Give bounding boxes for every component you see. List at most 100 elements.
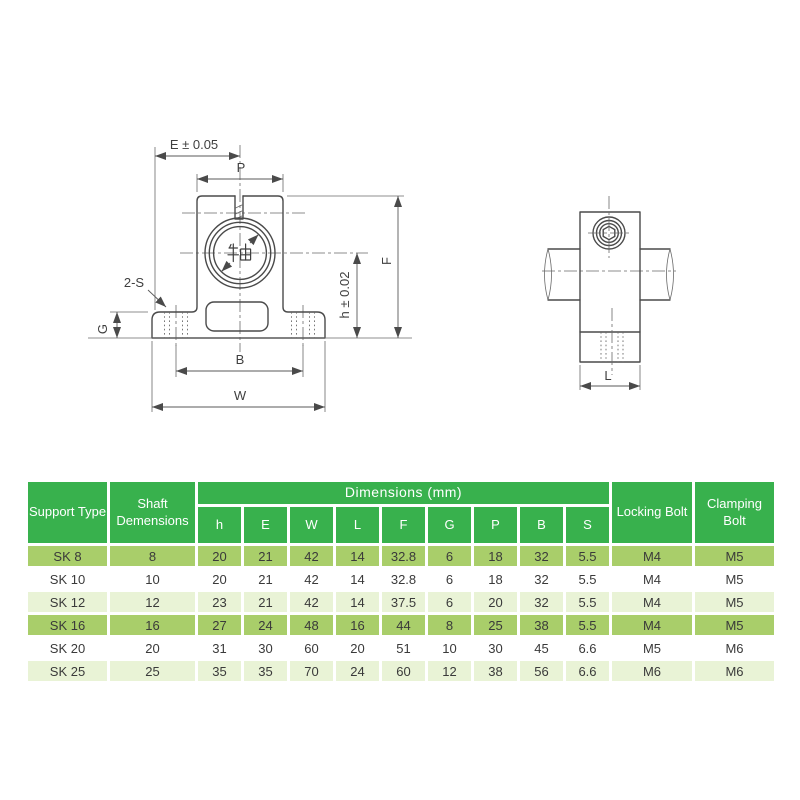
cell-L: 20 (336, 638, 379, 658)
cell-S: 5.5 (566, 546, 609, 566)
cell-clamping: M6 (695, 661, 774, 681)
cell-L: 16 (336, 615, 379, 635)
cell-h: 35 (198, 661, 241, 681)
bore-ring-circle (208, 221, 272, 285)
cell-clamping: M5 (695, 592, 774, 612)
cell-G: 12 (428, 661, 471, 681)
header-dim-W: W (290, 507, 333, 543)
cell-W: 42 (290, 592, 333, 612)
cell-E: 21 (244, 569, 287, 589)
dim-label-h: h ± 0.02 (337, 272, 352, 319)
cell-locking: M4 (612, 546, 692, 566)
cell-P: 25 (474, 615, 517, 635)
cell-shaft: 8 (110, 546, 195, 566)
front-view: E ± 0.05 P F h ± 0.02 G 2-S B (88, 137, 412, 412)
cell-support-type: SK 12 (28, 592, 107, 612)
cell-clamping: M6 (695, 638, 774, 658)
cell-clamping: M5 (695, 569, 774, 589)
cell-S: 5.5 (566, 615, 609, 635)
cell-L: 14 (336, 569, 379, 589)
bore-arrow-upper (247, 234, 259, 246)
cell-locking: M6 (612, 661, 692, 681)
cell-S: 5.5 (566, 569, 609, 589)
bolt-hole-left (164, 312, 188, 338)
leader-2S (147, 289, 167, 308)
header-dim-E: E (244, 507, 287, 543)
cell-support-type: SK 20 (28, 638, 107, 658)
header-dim-G: G (428, 507, 471, 543)
header-locking-bolt: Locking Bolt (612, 482, 692, 543)
cell-S: 5.5 (566, 592, 609, 612)
cell-shaft: 10 (110, 569, 195, 589)
cell-P: 18 (474, 569, 517, 589)
dim-label-F: F (379, 257, 394, 265)
cell-E: 21 (244, 592, 287, 612)
cell-F: 44 (382, 615, 425, 635)
cell-B: 38 (520, 615, 563, 635)
cell-E: 30 (244, 638, 287, 658)
header-dim-B: B (520, 507, 563, 543)
cell-F: 32.8 (382, 569, 425, 589)
cell-E: 21 (244, 546, 287, 566)
cell-h: 27 (198, 615, 241, 635)
header-dim-S: S (566, 507, 609, 543)
cell-h: 23 (198, 592, 241, 612)
cell-F: 51 (382, 638, 425, 658)
cell-L: 24 (336, 661, 379, 681)
bolt-hole-right (291, 312, 315, 338)
cell-S: 6.6 (566, 661, 609, 681)
cell-W: 60 (290, 638, 333, 658)
header-clamping-bolt: Clamping Bolt (695, 482, 774, 543)
cell-clamping: M5 (695, 546, 774, 566)
cell-G: 6 (428, 569, 471, 589)
shaft-break-left (544, 248, 552, 301)
cell-F: 37.5 (382, 592, 425, 612)
cell-B: 32 (520, 569, 563, 589)
shaft-lines (547, 248, 671, 301)
cell-clamping: M5 (695, 615, 774, 635)
clamp-slit (234, 195, 244, 220)
cell-W: 48 (290, 615, 333, 635)
cell-G: 6 (428, 592, 471, 612)
hex-socket-icon (602, 225, 616, 241)
cell-E: 24 (244, 615, 287, 635)
cell-B: 56 (520, 661, 563, 681)
dim-label-E: E ± 0.05 (170, 137, 218, 152)
header-dim-h: h (198, 507, 241, 543)
cell-locking: M4 (612, 615, 692, 635)
technical-drawing: E ± 0.05 P F h ± 0.02 G 2-S B (88, 137, 676, 412)
cell-B: 32 (520, 592, 563, 612)
cell-h: 20 (198, 546, 241, 566)
cell-shaft: 12 (110, 592, 195, 612)
cell-S: 6.6 (566, 638, 609, 658)
header-dim-L: L (336, 507, 379, 543)
cell-shaft: 25 (110, 661, 195, 681)
cell-support-type: SK 16 (28, 615, 107, 635)
dim-label-B: B (236, 352, 245, 367)
cell-G: 6 (428, 546, 471, 566)
cell-locking: M5 (612, 638, 692, 658)
cell-F: 60 (382, 661, 425, 681)
flange-slot (205, 301, 269, 332)
cell-F: 32.8 (382, 546, 425, 566)
cell-locking: M4 (612, 592, 692, 612)
cell-B: 32 (520, 546, 563, 566)
cell-support-type: SK 25 (28, 661, 107, 681)
cell-W: 42 (290, 546, 333, 566)
dim-label-P: P (237, 160, 246, 175)
cell-P: 20 (474, 592, 517, 612)
cell-P: 38 (474, 661, 517, 681)
header-dimensions-group: Dimensions (mm) (198, 482, 609, 504)
side-view: L (542, 196, 676, 390)
cell-L: 14 (336, 592, 379, 612)
label-2S: 2-S (124, 275, 145, 290)
header-dim-P: P (474, 507, 517, 543)
bore-inner-circle (212, 225, 268, 281)
side-body (579, 211, 641, 363)
cell-support-type: SK 10 (28, 569, 107, 589)
cell-shaft: 16 (110, 615, 195, 635)
cell-support-type: SK 8 (28, 546, 107, 566)
header-dim-F: F (382, 507, 425, 543)
bore-arrow-lower (221, 260, 233, 272)
